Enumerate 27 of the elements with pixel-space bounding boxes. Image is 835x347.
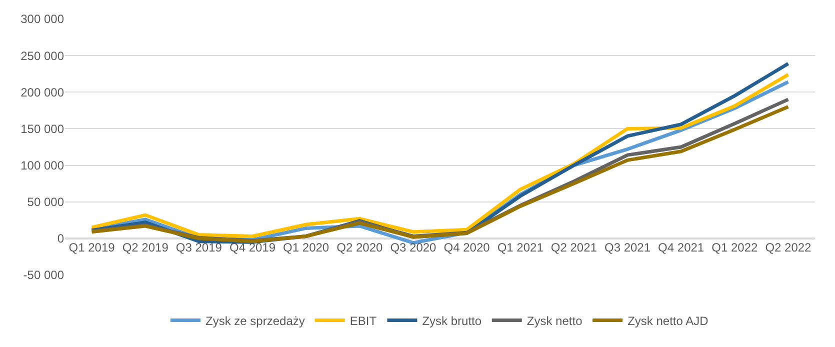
x-tick-label: Q4 2021 bbox=[658, 240, 704, 254]
x-tick-label: Q3 2021 bbox=[604, 240, 651, 254]
y-tick-label: 0 bbox=[57, 232, 64, 246]
x-tick-label: Q4 2019 bbox=[229, 240, 276, 254]
legend-label: Zysk netto bbox=[526, 314, 583, 328]
x-tick-label: Q1 2019 bbox=[68, 240, 116, 254]
y-tick-label: 250 000 bbox=[20, 48, 64, 63]
x-tick-label: Q2 2021 bbox=[550, 240, 598, 254]
y-tick-label: 200 000 bbox=[20, 85, 64, 100]
x-tick-label: Q3 2019 bbox=[176, 240, 222, 254]
x-tick-label: Q2 2020 bbox=[336, 240, 383, 254]
y-tick-label: -50 000 bbox=[23, 268, 64, 282]
legend-label: Zysk brutto bbox=[422, 314, 482, 328]
y-tick-label: 150 000 bbox=[20, 122, 64, 136]
y-tick-label: 50 000 bbox=[27, 195, 64, 210]
x-tick-label: Q3 2020 bbox=[390, 240, 437, 254]
x-tick-label: Q2 2022 bbox=[765, 240, 812, 254]
y-tick-label: 300 000 bbox=[20, 12, 64, 26]
x-tick-label: Q2 2019 bbox=[122, 240, 169, 254]
legend-label: Zysk netto AJD bbox=[628, 314, 709, 328]
x-tick-label: Q1 2021 bbox=[497, 240, 544, 254]
x-tick-label: Q1 2022 bbox=[712, 240, 758, 254]
legend-label: Zysk ze sprzedaży bbox=[206, 314, 305, 328]
x-tick-label: Q1 2020 bbox=[283, 240, 330, 254]
x-tick-label: Q4 2020 bbox=[444, 240, 490, 254]
y-tick-label: 100 000 bbox=[20, 158, 64, 172]
legend-label: EBIT bbox=[350, 314, 378, 328]
